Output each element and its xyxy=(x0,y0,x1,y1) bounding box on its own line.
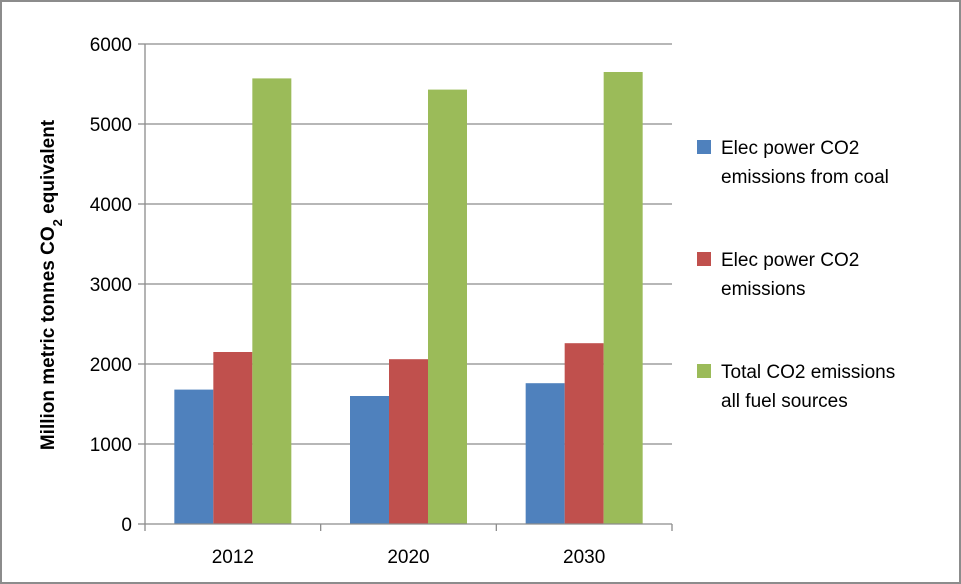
bar-2030-series-3 xyxy=(603,72,643,524)
y-tick-label: 1000 xyxy=(90,435,132,456)
y-tick-label: 0 xyxy=(121,515,132,536)
y-axis-label-suffix: equivalent xyxy=(38,119,59,219)
x-tick-label: 2030 xyxy=(563,547,605,568)
legend-label: Elec power CO2 xyxy=(721,250,859,271)
bar-2012-series-3 xyxy=(252,78,292,525)
axes xyxy=(138,43,673,531)
y-tick-labels: 0 1000 2000 3000 4000 5000 6000 xyxy=(90,35,132,536)
legend-label: emissions xyxy=(721,279,805,300)
bar-2020-series-3 xyxy=(428,89,467,524)
legend-swatch xyxy=(697,364,711,378)
y-tick-label: 6000 xyxy=(90,35,132,56)
x-tick-label: 2020 xyxy=(387,547,429,568)
x-tick-labels: 2012 2020 2030 xyxy=(212,547,606,568)
legend-item: Elec power CO2 emissions xyxy=(697,250,859,300)
bar-2020-series-2 xyxy=(389,359,428,524)
y-axis-label-main: Million metric tonnes CO xyxy=(38,226,59,450)
legend-swatch xyxy=(697,140,711,154)
legend-label: all fuel sources xyxy=(721,391,848,412)
legend-swatch xyxy=(697,252,711,266)
y-axis-label: Million metric tonnes CO2 equivalent xyxy=(38,119,65,450)
bar-2012-series-1 xyxy=(174,389,214,524)
x-tick-label: 2012 xyxy=(212,547,254,568)
bar-2030-series-2 xyxy=(564,343,604,524)
y-axis-label-subscript: 2 xyxy=(50,219,65,226)
legend-item: Elec power CO2 emissions from coal xyxy=(697,138,889,188)
legend-label: emissions from coal xyxy=(721,167,889,188)
bar-2030-series-1 xyxy=(525,383,565,524)
y-tick-label: 4000 xyxy=(90,195,132,216)
bars xyxy=(174,72,643,525)
y-tick-label: 2000 xyxy=(90,355,132,376)
legend-label: Elec power CO2 xyxy=(721,138,859,159)
y-tick-label: 3000 xyxy=(90,275,132,296)
y-tick-label: 5000 xyxy=(90,115,132,136)
bar-2020-series-1 xyxy=(350,396,389,524)
legend-label: Total CO2 emissions xyxy=(721,362,895,383)
legend-item: Total CO2 emissions all fuel sources xyxy=(697,362,895,412)
bar-2012-series-2 xyxy=(213,352,253,524)
